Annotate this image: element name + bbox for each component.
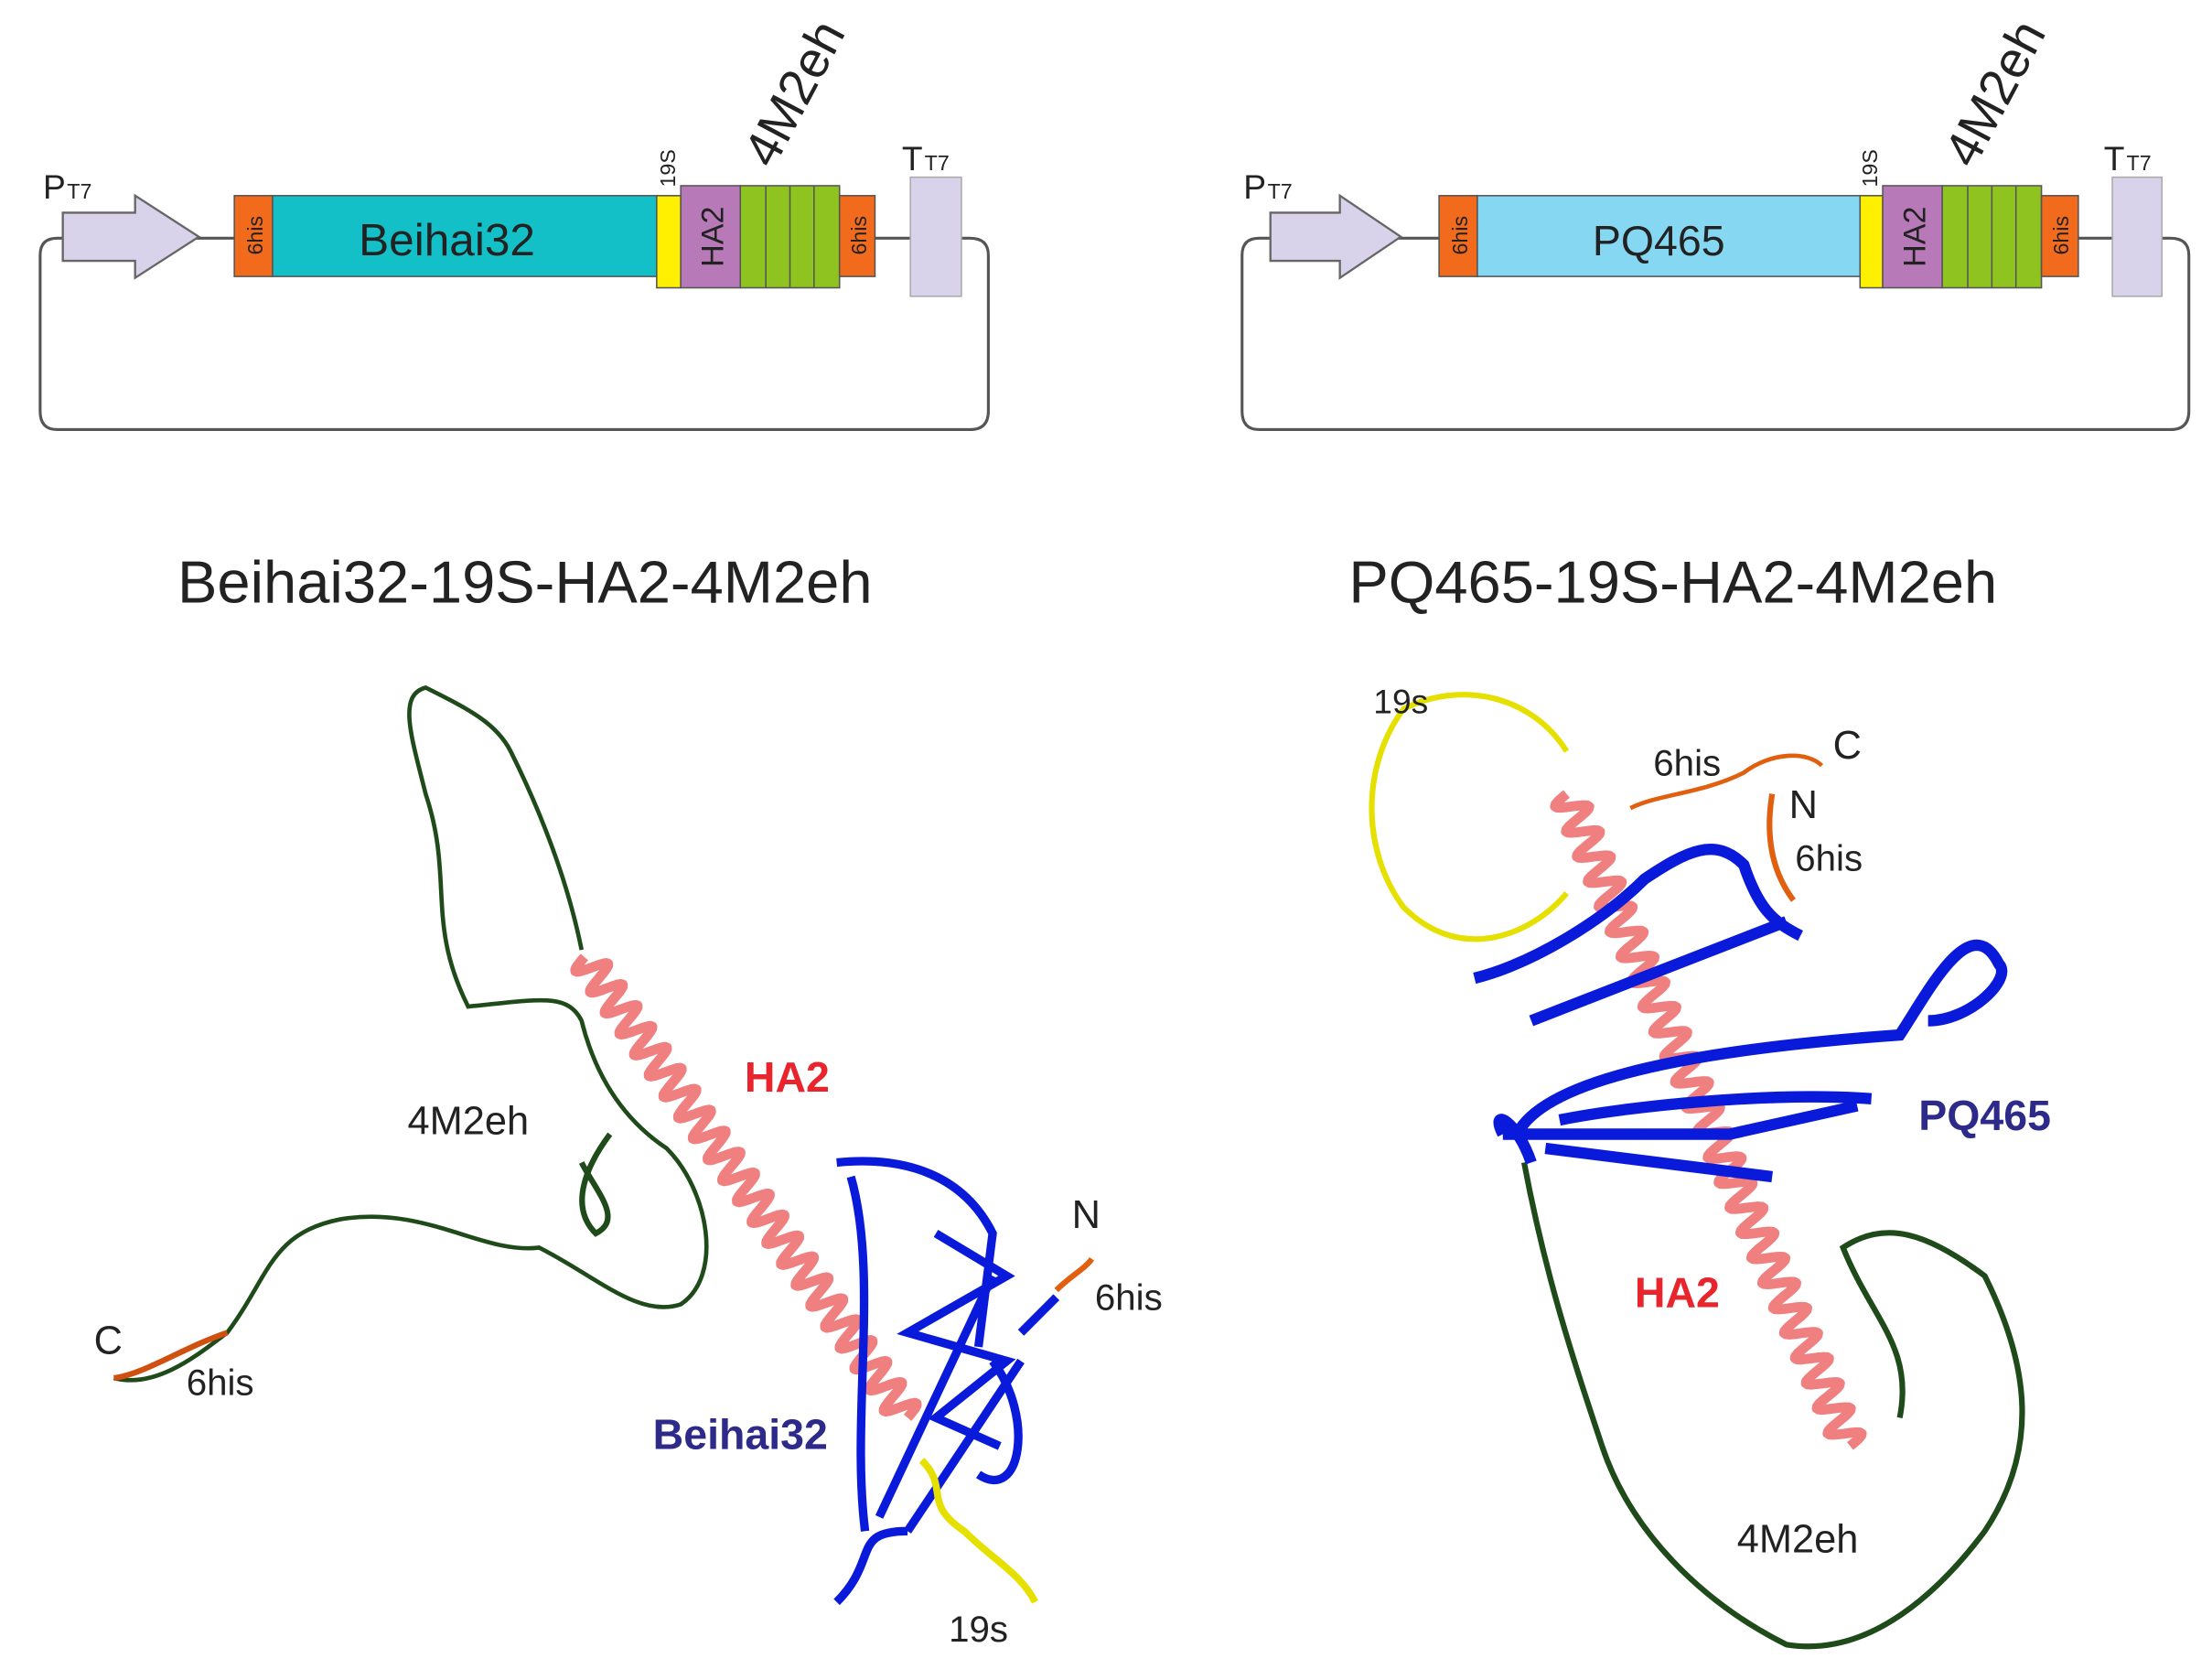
linker-chain xyxy=(1521,1161,2025,1650)
terminator-sub: T7 xyxy=(2127,151,2152,175)
structure-label: HA2 xyxy=(745,1053,830,1101)
terminator-label: T xyxy=(2104,139,2125,178)
structure-label: 4M2eh xyxy=(407,1099,529,1143)
ha2-segment xyxy=(680,185,742,289)
domain-ribbon xyxy=(833,1157,1060,1606)
segment-label: 19S xyxy=(1858,149,1882,187)
his-tag-chain xyxy=(113,1330,229,1382)
structure-label: N xyxy=(1789,783,1818,827)
plasmid-loop xyxy=(38,236,990,432)
domain-ribbon xyxy=(1473,844,2008,1183)
promoter-label: P xyxy=(1243,167,1266,206)
segment-label: 4M2eh xyxy=(1933,11,2056,176)
structure-label: C xyxy=(1833,724,1862,768)
segment-label: HA2 xyxy=(1898,207,1933,267)
segment-label: PQ465 xyxy=(1593,217,1725,264)
terminator-sub: T7 xyxy=(925,151,950,175)
structure-label: 6his xyxy=(1095,1277,1163,1319)
his-tag xyxy=(2040,195,2079,277)
domain-segment xyxy=(1476,195,1862,277)
promoter-arrow xyxy=(1269,193,1403,280)
promoter-sub: T7 xyxy=(1268,179,1293,203)
structure-right xyxy=(1369,692,2025,1650)
his-tag-chain xyxy=(1054,1256,1095,1293)
structure-label: 19s xyxy=(1373,682,1428,720)
spacer-segment xyxy=(1859,195,1884,289)
spacer-chain xyxy=(918,1458,1038,1604)
linker-chain xyxy=(578,1132,613,1237)
plasmid-right: P T7 6his PQ465 19S HA2 4M2eh 6his T T7 xyxy=(1240,11,2191,432)
segment-label: 6his xyxy=(1448,216,1472,255)
structure-label: 6his xyxy=(187,1362,254,1404)
segment-label: Beihai32 xyxy=(359,214,535,265)
terminator-label: T xyxy=(902,139,923,178)
his-tag-chain xyxy=(1629,753,1824,811)
structure-label: 6his xyxy=(1795,837,1863,878)
segment-label: 6his xyxy=(2049,216,2073,255)
repeat-dividers xyxy=(765,185,815,288)
structure-label: C xyxy=(94,1319,123,1363)
promoter-sub: T7 xyxy=(67,179,91,203)
ha2-segment xyxy=(1882,185,1943,289)
plasmid-loop xyxy=(1240,236,2191,432)
his-tag xyxy=(838,195,876,277)
linker-chain xyxy=(113,684,709,1383)
his-tag-chain xyxy=(1766,793,1796,902)
structure-label: PQ465 xyxy=(1918,1092,2051,1139)
terminator xyxy=(2111,176,2164,297)
segment-label: HA2 xyxy=(696,207,731,267)
promoter-label: P xyxy=(43,167,66,206)
ha2-helix xyxy=(570,953,922,1421)
ha2-helix xyxy=(1550,790,1867,1450)
promoter-arrow xyxy=(61,193,201,280)
terminator xyxy=(909,176,962,297)
structure-label: Beihai32 xyxy=(653,1410,828,1458)
structure-label: 4M2eh xyxy=(1737,1518,1859,1562)
structure-label: 6his xyxy=(1653,743,1721,784)
structure-left xyxy=(113,684,1095,1606)
structure-label: N xyxy=(1072,1193,1101,1237)
segment-label: 19S xyxy=(656,149,680,187)
panel-title: Beihai32-19S-HA2-4M2eh xyxy=(177,548,873,615)
repeat-dividers xyxy=(1967,185,2017,288)
plasmid-left: P T7 6his Beihai32 19S HA2 4M2eh 6his T … xyxy=(38,11,990,432)
segment-label: 4M2eh xyxy=(733,11,856,176)
segment-label: 6his xyxy=(243,216,267,255)
segment-label: 6his xyxy=(847,216,871,255)
structure-label: 19s xyxy=(949,1609,1008,1650)
domain-segment xyxy=(272,195,658,277)
structure-label: HA2 xyxy=(1635,1269,1720,1317)
spacer-chain xyxy=(1369,692,1570,942)
his-tag xyxy=(1438,195,1478,277)
spacer-segment xyxy=(656,195,682,289)
panel-title: PQ465-19S-HA2-4M2eh xyxy=(1348,548,1997,615)
